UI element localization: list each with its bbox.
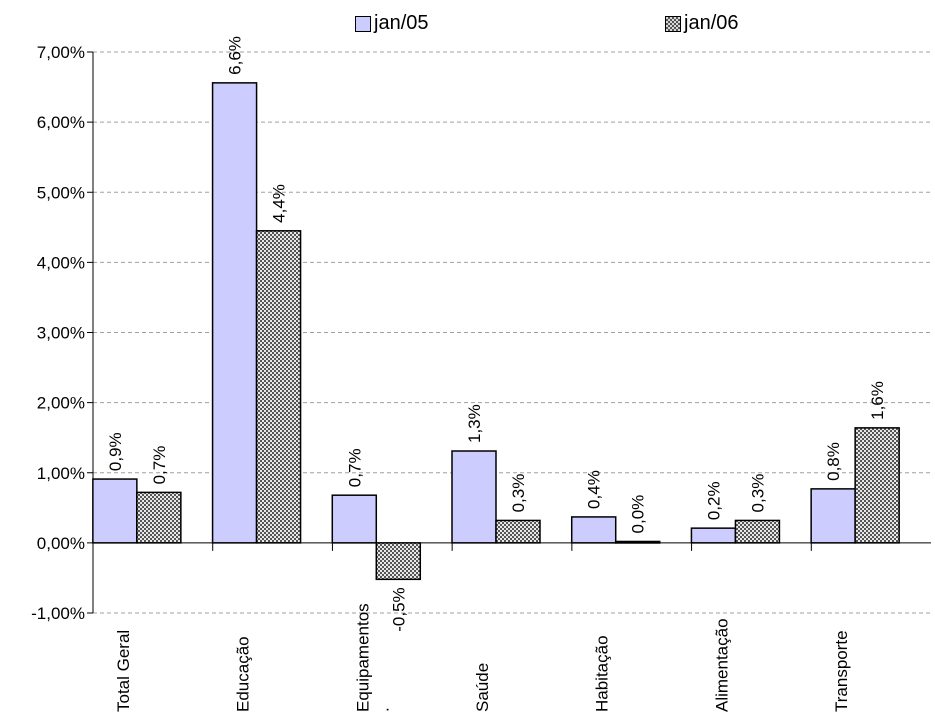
data-label: 0,8%: [824, 442, 843, 481]
data-label: 6,6%: [226, 36, 245, 75]
legend-item-jan06: jan/06: [665, 12, 739, 35]
category-label: Transporte: [832, 630, 851, 712]
y-tick-label: 4,00%: [37, 253, 85, 272]
bar-jan05-2: [331, 494, 378, 544]
bar-jan05-0: [92, 478, 138, 544]
category-label: .: [373, 707, 392, 712]
bar-jan05-1: [211, 82, 258, 544]
hatched-square-icon: [665, 15, 681, 32]
data-label: 0,4%: [585, 470, 604, 509]
category-label: Habitação: [593, 635, 612, 712]
y-tick-label: 3,00%: [37, 324, 85, 343]
bar-jan05-5: [690, 527, 737, 544]
bar-jan05-4: [570, 516, 617, 544]
category-label: Saúde: [473, 663, 492, 712]
y-tick-label: 0,00%: [37, 534, 85, 553]
data-label: -0,5%: [389, 587, 408, 631]
data-label: 1,6%: [868, 381, 887, 420]
category-label: Total Geral: [114, 630, 133, 712]
bar-jan06-6: [854, 427, 900, 544]
data-label: 0,9%: [106, 432, 125, 471]
lavender-square-icon: [355, 15, 371, 32]
legend-label: jan/05: [374, 12, 429, 34]
bar-jan06-5: [734, 519, 781, 544]
data-label: 1,3%: [465, 404, 484, 443]
bar-jan06-3: [495, 519, 541, 544]
category-label: Educação: [234, 636, 253, 712]
data-label: 0,7%: [150, 446, 169, 485]
data-label: 0,2%: [704, 481, 723, 520]
y-tick-label: 6,00%: [37, 113, 85, 132]
bar-jan05-3: [451, 450, 497, 544]
data-label: 0,0%: [629, 495, 648, 534]
bar-jan05-6: [810, 488, 856, 544]
bar-jan06-2: [375, 542, 422, 581]
category-label: Alimentação: [712, 618, 731, 712]
y-tick-label: 1,00%: [37, 464, 85, 483]
y-tick-label: -1,00%: [31, 604, 85, 623]
y-tick-label: 2,00%: [37, 394, 85, 413]
data-label: 0,7%: [345, 448, 364, 487]
data-label: 4,4%: [270, 184, 289, 223]
y-tick-label: 7,00%: [37, 43, 85, 62]
legend-item-jan05: jan/05: [355, 12, 429, 35]
y-tick-label: 5,00%: [37, 183, 85, 202]
category-label: Equipamentos: [353, 603, 372, 712]
data-label: 0,3%: [748, 474, 767, 513]
bar-jan06-0: [136, 491, 182, 544]
data-label: 0,3%: [509, 474, 528, 513]
legend-label: jan/06: [684, 12, 739, 34]
bar-jan06-1: [255, 230, 302, 544]
